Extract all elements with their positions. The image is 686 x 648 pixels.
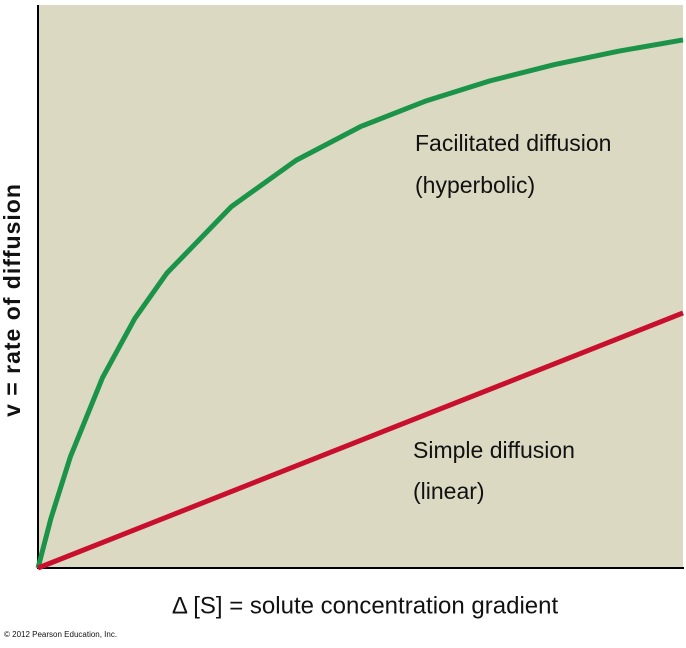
credit: © 2012 Pearson Education, Inc. (4, 630, 117, 639)
line (37, 310, 684, 571)
y-axis-label: v = rate of diffusion (0, 183, 25, 417)
series-annotation: (linear) (413, 478, 485, 504)
series-label: Facilitated diffusion (415, 130, 611, 156)
series-label: Simple diffusion (413, 437, 575, 463)
x-axis-label: Δ [S] = solute concentration gradient (172, 592, 559, 619)
line (35, 37, 684, 569)
plot-area (38, 5, 683, 568)
series-annotation: (hyperbolic) (415, 172, 535, 198)
